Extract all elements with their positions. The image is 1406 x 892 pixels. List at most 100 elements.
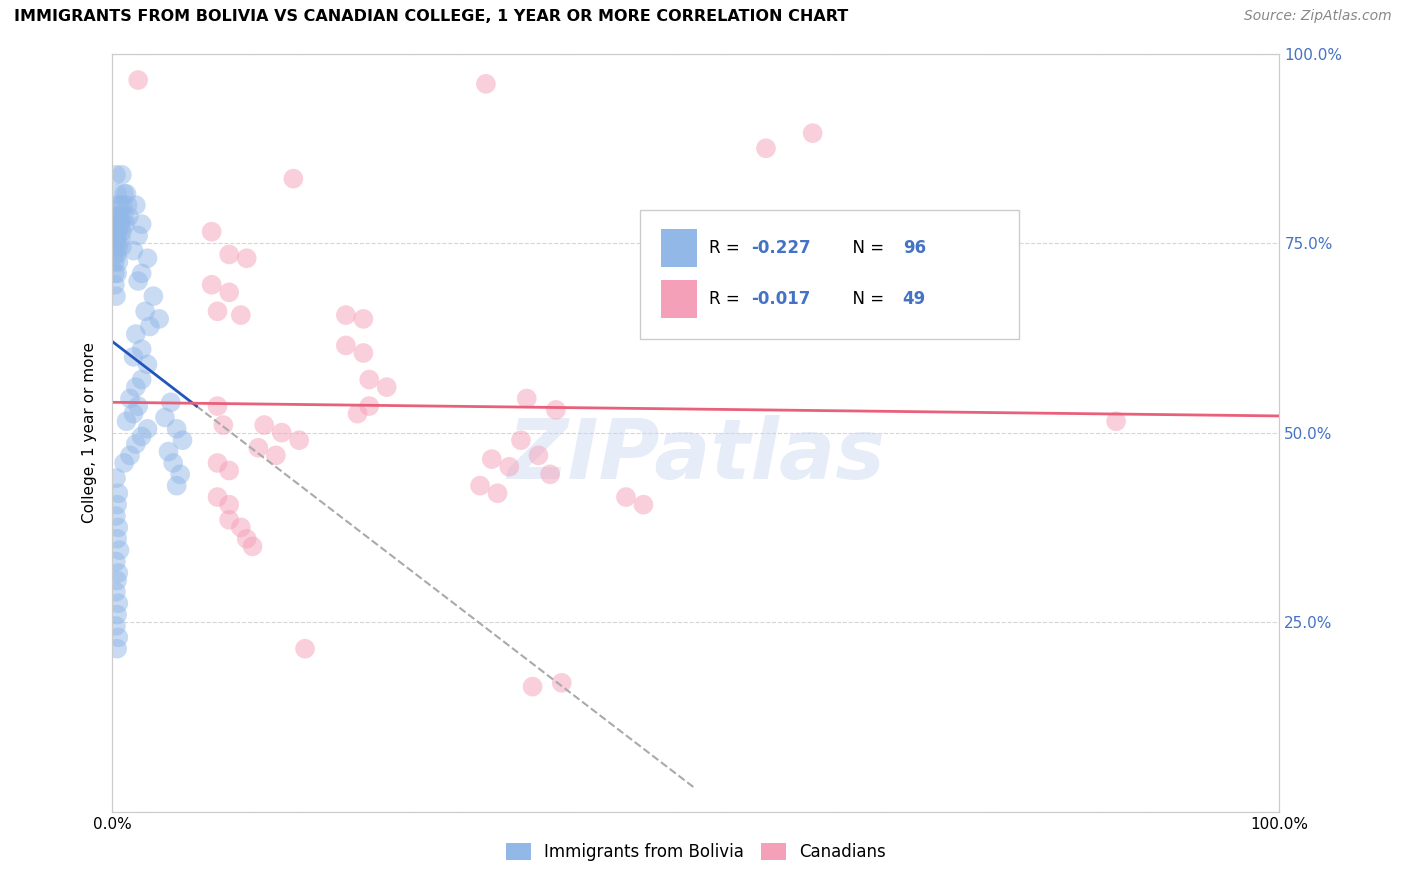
Point [107,486,129,500]
Point [105,225,128,239]
Point [253,417,276,433]
Point [125,327,148,342]
Point [104,225,127,239]
Point [516,392,538,406]
Point [127,274,149,288]
Point [218,285,240,300]
Point [614,490,637,504]
Point [105,247,128,261]
Text: 49: 49 [903,290,927,308]
Text: N =: N = [842,239,890,257]
Point [207,304,229,318]
Point [166,422,188,436]
Point [104,289,127,303]
Point [242,539,264,553]
Text: R =: R = [709,239,745,257]
Point [104,198,127,212]
Point [131,373,153,387]
Point [481,452,503,467]
Point [335,308,357,322]
Point [118,392,141,406]
Point [475,77,498,91]
Point [633,498,655,512]
Point [522,680,544,694]
Point [131,429,153,443]
Text: 96: 96 [903,239,925,257]
Point [283,171,305,186]
Point [207,490,229,504]
Point [105,217,128,231]
Point [104,585,127,599]
Point [139,319,162,334]
Point [335,338,357,352]
Point [104,267,127,281]
Point [801,126,824,140]
Point [105,267,128,281]
Point [160,395,183,409]
Point [201,225,224,239]
Point [235,532,257,546]
Point [104,619,127,633]
Point [122,350,145,364]
Point [105,607,128,622]
Point [105,574,128,588]
Point [201,277,224,292]
Point [111,198,134,212]
Point [169,467,191,482]
Point [104,508,127,523]
Point [111,240,134,254]
Point [218,513,240,527]
Point [359,399,381,413]
Point [118,210,141,224]
Point [166,479,188,493]
Point [111,217,134,231]
Point [117,198,139,212]
Text: IMMIGRANTS FROM BOLIVIA VS CANADIAN COLLEGE, 1 YEAR OR MORE CORRELATION CHART: IMMIGRANTS FROM BOLIVIA VS CANADIAN COLL… [14,9,848,24]
Point [162,456,184,470]
Point [104,554,127,569]
Point [136,252,159,266]
Point [104,240,127,254]
Text: Source: ZipAtlas.com: Source: ZipAtlas.com [1244,9,1392,23]
Point [104,255,127,269]
Point [551,676,574,690]
Point [104,232,127,246]
Point [118,449,141,463]
Point [288,434,311,448]
Point [107,210,129,224]
Point [136,422,159,436]
Point [108,543,131,558]
Point [105,232,128,246]
Point [229,308,252,322]
Point [107,520,129,534]
Text: N =: N = [842,290,890,308]
Point [498,459,520,474]
Point [127,73,149,87]
Point [212,417,235,433]
Point [122,407,145,421]
Point [755,141,778,155]
Point [104,168,127,182]
Point [115,186,138,201]
Point [108,198,131,212]
Text: ZIPatlas: ZIPatlas [508,415,884,496]
Point [112,186,135,201]
Point [107,240,129,254]
Point [104,210,127,224]
Point [359,373,381,387]
Point [131,267,153,281]
Point [172,434,194,448]
Legend: Immigrants from Bolivia, Canadians: Immigrants from Bolivia, Canadians [499,837,893,868]
Point [270,425,292,440]
Point [125,437,148,451]
Point [107,255,129,269]
Point [122,244,145,258]
Point [105,641,128,656]
Text: R =: R = [709,290,745,308]
Point [112,210,135,224]
Point [104,471,127,485]
Text: -0.227: -0.227 [751,239,810,257]
Point [218,247,240,261]
Point [125,198,148,212]
Point [538,467,561,482]
